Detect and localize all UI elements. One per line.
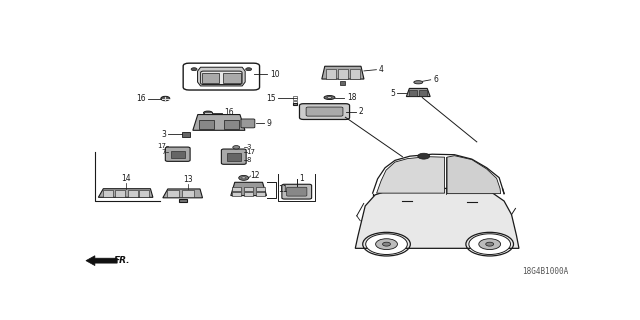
Text: 3: 3 <box>246 144 251 150</box>
Polygon shape <box>193 115 245 130</box>
Text: 18: 18 <box>347 93 356 102</box>
Text: 14: 14 <box>121 174 131 183</box>
Circle shape <box>486 242 493 246</box>
Circle shape <box>161 96 170 101</box>
Circle shape <box>365 234 408 254</box>
Bar <box>326 69 336 79</box>
FancyBboxPatch shape <box>201 71 242 84</box>
Bar <box>256 187 265 191</box>
Polygon shape <box>406 88 430 97</box>
Polygon shape <box>376 157 445 193</box>
Bar <box>293 101 297 103</box>
Circle shape <box>239 175 249 180</box>
Bar <box>340 81 346 85</box>
Bar <box>232 187 241 191</box>
Bar <box>232 192 241 196</box>
Text: 3: 3 <box>161 130 166 139</box>
Text: 12: 12 <box>251 172 260 180</box>
Bar <box>167 190 179 197</box>
Circle shape <box>242 177 246 179</box>
Text: 4: 4 <box>379 65 384 74</box>
Ellipse shape <box>327 97 332 98</box>
Circle shape <box>233 146 240 149</box>
Bar <box>103 190 113 197</box>
Bar <box>410 90 417 96</box>
Text: 17: 17 <box>157 143 166 148</box>
Text: 7: 7 <box>161 149 166 155</box>
Text: 16: 16 <box>136 94 145 103</box>
Bar <box>202 73 220 83</box>
Bar <box>115 190 125 197</box>
Bar <box>227 153 241 161</box>
Circle shape <box>469 234 511 254</box>
Circle shape <box>376 239 397 250</box>
Bar <box>223 73 241 83</box>
Bar <box>244 192 253 196</box>
Bar <box>350 69 360 79</box>
Ellipse shape <box>324 96 335 100</box>
Text: 18G4B1000A: 18G4B1000A <box>522 267 568 276</box>
Bar <box>182 190 193 197</box>
Text: FR.: FR. <box>114 256 130 265</box>
FancyBboxPatch shape <box>282 184 312 199</box>
Bar <box>293 98 297 100</box>
Text: 2: 2 <box>358 107 363 116</box>
Circle shape <box>191 68 197 71</box>
Text: 5: 5 <box>390 89 395 98</box>
Polygon shape <box>231 182 266 196</box>
Polygon shape <box>322 66 364 79</box>
Text: 13: 13 <box>183 175 193 184</box>
Text: 9: 9 <box>266 119 271 128</box>
Bar <box>179 199 187 202</box>
Ellipse shape <box>414 81 423 84</box>
Bar <box>293 103 297 105</box>
FancyBboxPatch shape <box>221 149 246 164</box>
FancyBboxPatch shape <box>300 104 349 119</box>
Text: 8: 8 <box>246 157 251 164</box>
Bar <box>182 132 189 138</box>
FancyBboxPatch shape <box>165 147 190 161</box>
Bar <box>199 120 214 129</box>
Circle shape <box>418 153 429 159</box>
FancyBboxPatch shape <box>241 119 255 128</box>
Bar <box>293 96 297 98</box>
Text: 15: 15 <box>266 94 275 103</box>
Bar <box>224 120 239 129</box>
Polygon shape <box>163 189 202 198</box>
FancyBboxPatch shape <box>306 107 343 116</box>
Circle shape <box>383 242 390 246</box>
Polygon shape <box>86 256 117 266</box>
Circle shape <box>246 68 252 71</box>
Text: 16: 16 <box>225 108 234 117</box>
FancyBboxPatch shape <box>287 187 307 196</box>
Ellipse shape <box>204 111 212 115</box>
Bar <box>171 151 185 158</box>
Bar <box>338 69 348 79</box>
Text: 11: 11 <box>278 185 288 195</box>
Bar <box>419 90 428 96</box>
Polygon shape <box>355 188 519 248</box>
Text: 10: 10 <box>270 70 280 79</box>
Polygon shape <box>447 156 500 194</box>
Bar <box>256 192 265 196</box>
Circle shape <box>479 239 500 250</box>
Text: 6: 6 <box>433 75 438 84</box>
Bar <box>127 190 138 197</box>
Polygon shape <box>198 67 245 86</box>
Text: 17: 17 <box>246 149 255 155</box>
Bar <box>244 187 253 191</box>
Text: 1: 1 <box>300 174 304 183</box>
Bar <box>139 190 149 197</box>
Polygon shape <box>99 189 153 197</box>
